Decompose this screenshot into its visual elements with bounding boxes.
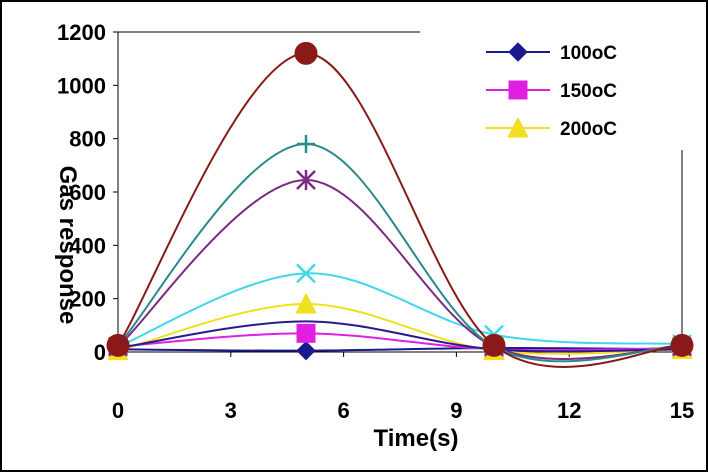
series-line-0: [117, 346, 683, 352]
x-axis-title: Time(s): [374, 425, 459, 452]
y-axis-title: Gas response: [54, 166, 81, 325]
y-tick-label: 800: [69, 127, 106, 152]
series-line-1: [117, 332, 683, 352]
x-tick-label: 12: [557, 398, 581, 423]
y-tick-label: 200: [69, 287, 106, 312]
axes: 0 200 400 600 800 1000 1200 0 3 6 9 12 15: [57, 20, 694, 423]
series-line-4: [117, 272, 683, 348]
legend-marker: [508, 80, 528, 100]
x-tick-label: 3: [225, 398, 237, 423]
y-tick-label: 400: [69, 233, 106, 258]
x-tick-label: 15: [670, 398, 694, 423]
data-point-7: [294, 41, 318, 65]
y-tick-label: 0: [94, 340, 106, 365]
x-tick-label: 9: [450, 398, 462, 423]
data-point-0: [296, 340, 316, 361]
legend-marker: [507, 116, 529, 138]
data-point-5: [296, 170, 316, 190]
legend-label: 100oC: [560, 43, 617, 64]
data-point-7: [670, 333, 694, 357]
y-tick-label: 600: [69, 180, 106, 205]
series-lines: [117, 52, 683, 368]
series-line-2: [117, 302, 683, 355]
data-point-1: [296, 323, 316, 343]
y-tick-label: 1000: [57, 73, 106, 98]
legend-label: 200oC: [560, 119, 617, 140]
x-tick-label: 0: [112, 398, 124, 423]
legend: 100oC 150oC 200oC: [486, 42, 617, 140]
series-line-6: [117, 142, 683, 363]
series-markers: [106, 41, 694, 361]
x-tick-label: 6: [337, 398, 349, 423]
legend-marker: [508, 42, 528, 62]
data-point-7: [106, 333, 130, 357]
data-point-4: [296, 263, 316, 284]
data-point-2: [295, 292, 317, 314]
series-line-7: [117, 52, 683, 368]
series-line-5: [117, 178, 683, 361]
y-tick-label: 1200: [57, 20, 106, 45]
series-line-3: [117, 320, 683, 353]
data-point-7: [482, 333, 506, 357]
legend-label: 150oC: [560, 81, 617, 102]
data-point-6: [297, 135, 315, 153]
